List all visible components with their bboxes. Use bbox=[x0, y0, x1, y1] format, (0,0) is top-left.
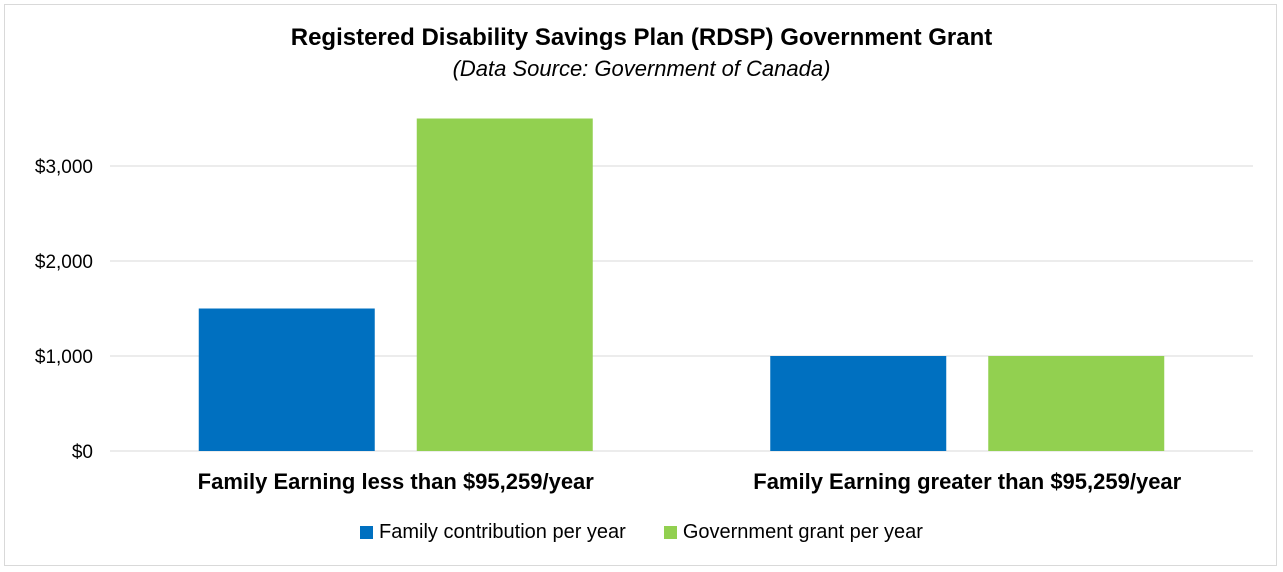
category-label-1: Family Earning greater than $95,259/year bbox=[753, 469, 1181, 494]
legend-swatch-family-contribution bbox=[360, 526, 374, 539]
chart-title: Registered Disability Savings Plan (RDSP… bbox=[290, 24, 993, 51]
bars bbox=[198, 118, 1165, 451]
bar-series-0-cat-1 bbox=[770, 356, 947, 451]
category-labels: Family Earning less than $95,259/year Fam… bbox=[198, 469, 1182, 494]
legend-swatch-government-grant bbox=[663, 526, 677, 539]
legend: Family contribution per year Government … bbox=[0, 521, 1283, 544]
legend-item-government-grant: Government grant per year bbox=[663, 521, 923, 544]
category-label-0: Family Earning less than $95,259/year bbox=[198, 469, 595, 494]
legend-label-government-grant: Government grant per year bbox=[682, 521, 923, 543]
bar-series-1-cat-0 bbox=[416, 118, 593, 451]
bar-series-1-cat-1 bbox=[988, 356, 1165, 451]
bar-series-0-cat-0 bbox=[198, 308, 375, 451]
chart-subtitle: (Data Source: Government of Canada) bbox=[452, 56, 831, 81]
y-tick-label: $2,000 bbox=[35, 252, 93, 273]
y-tick-label: $1,000 bbox=[35, 347, 93, 368]
y-tick-label: $0 bbox=[72, 442, 93, 463]
chart-frame bbox=[4, 4, 1277, 566]
legend-label-family-contribution: Family contribution per year bbox=[379, 521, 626, 543]
y-tick-label: $3,000 bbox=[35, 157, 93, 178]
legend-item-family-contribution: Family contribution per year bbox=[360, 521, 626, 544]
y-axis-ticks: $0 $1,000 $2,000 $3,000 bbox=[35, 157, 93, 463]
